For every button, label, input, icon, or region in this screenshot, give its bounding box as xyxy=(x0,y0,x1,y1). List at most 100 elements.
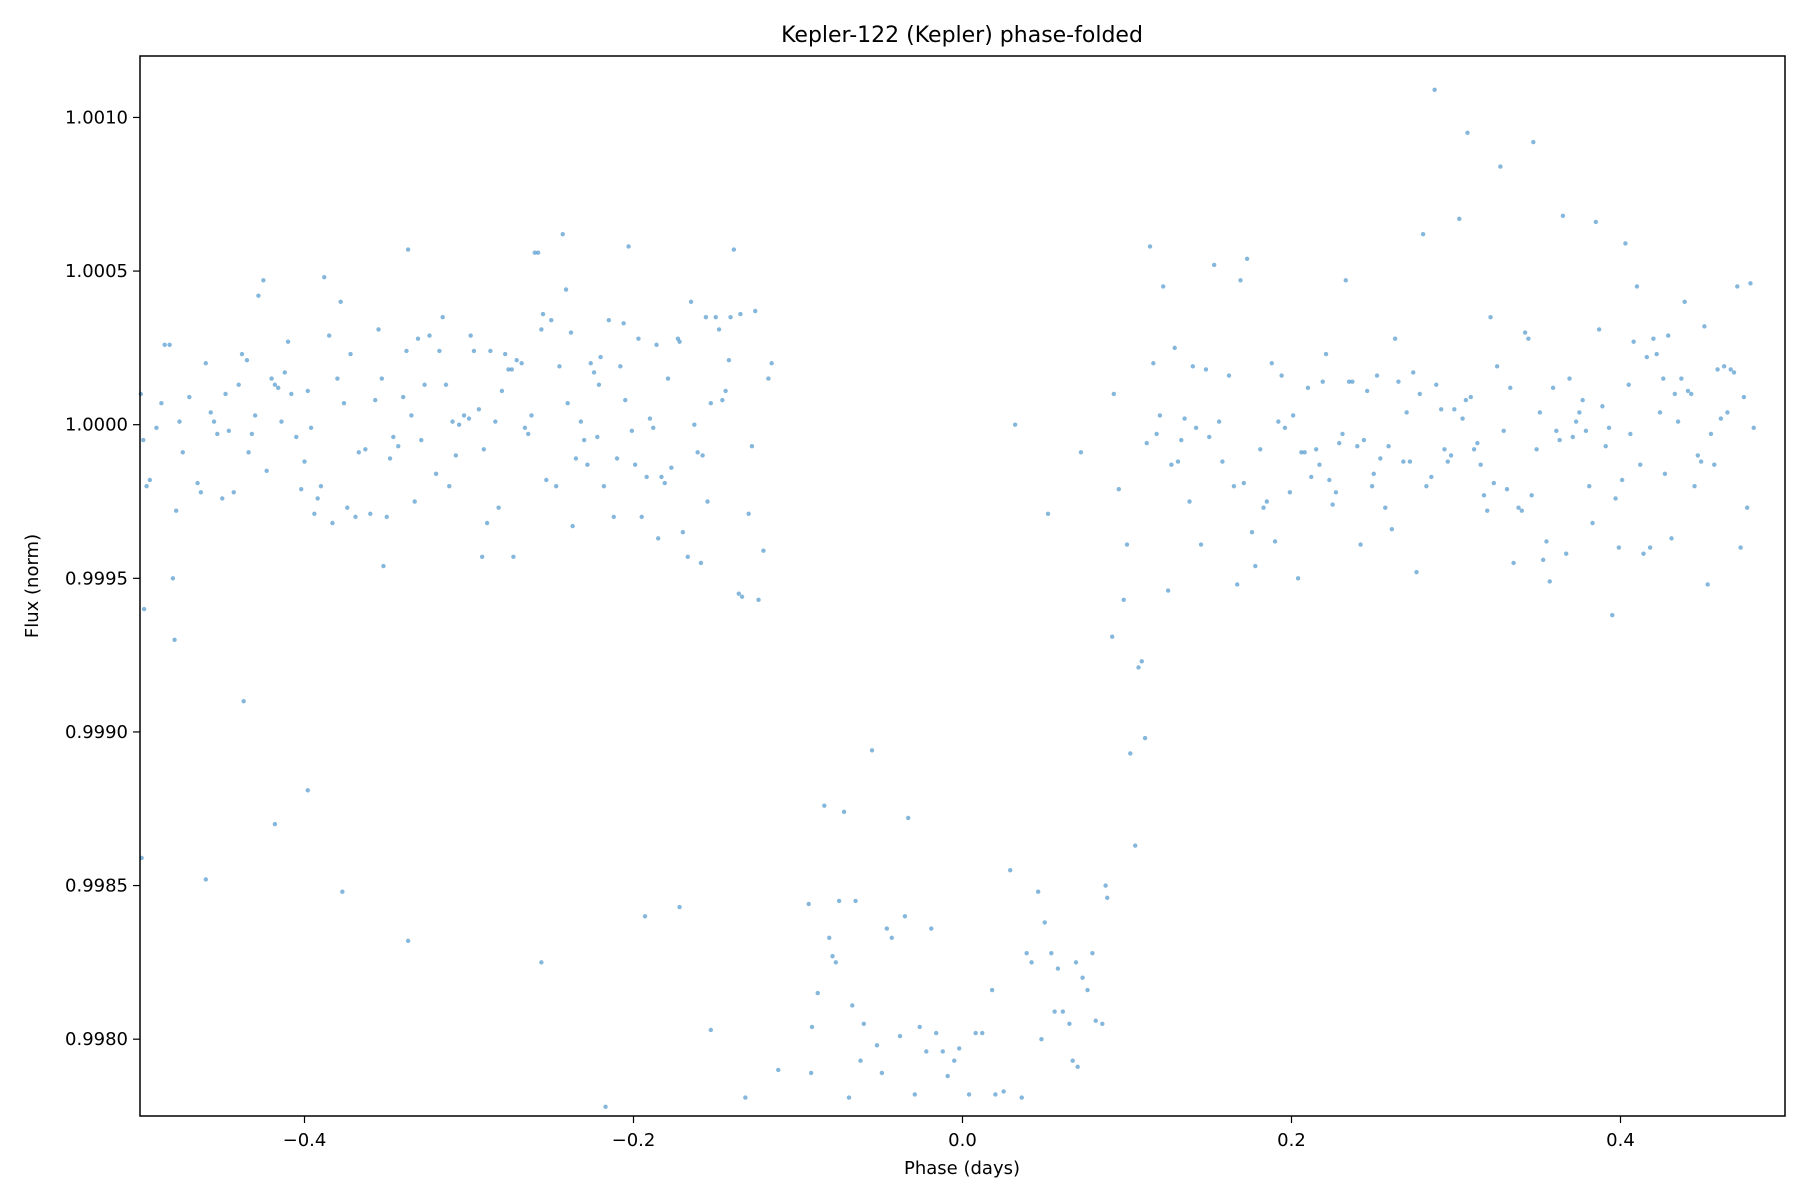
data-point xyxy=(326,333,332,338)
data-point xyxy=(405,247,411,252)
data-point xyxy=(299,487,304,492)
data-point xyxy=(736,591,741,596)
data-point xyxy=(629,428,635,434)
x-axis-ticks: −0.4 −0.2 0.0 0.2 0.4 xyxy=(283,1116,1635,1151)
data-point xyxy=(261,278,266,283)
data-point xyxy=(1317,462,1322,467)
data-point xyxy=(1526,336,1531,341)
data-point xyxy=(1471,447,1477,452)
data-point xyxy=(1261,505,1266,510)
data-point xyxy=(746,511,751,516)
data-point xyxy=(1282,425,1288,430)
data-point xyxy=(720,397,725,403)
data-point xyxy=(1105,895,1110,901)
data-point xyxy=(246,450,251,455)
y-tick-label: 0.9995 xyxy=(65,568,128,589)
data-point xyxy=(1695,453,1701,458)
data-point xyxy=(1616,545,1622,550)
data-point xyxy=(1012,422,1018,427)
data-point xyxy=(147,477,153,483)
data-point xyxy=(688,299,694,304)
y-axis-ticks: 0.9980 0.9985 0.9990 0.9995 1.0000 1.0005 1.00… xyxy=(65,107,140,1050)
data-point xyxy=(1055,966,1061,971)
data-point xyxy=(606,318,612,323)
data-point xyxy=(1751,425,1756,430)
data-point xyxy=(1165,588,1171,593)
data-point xyxy=(708,1027,714,1033)
data-point xyxy=(1179,437,1184,443)
data-point xyxy=(1651,336,1656,341)
data-point xyxy=(493,419,498,424)
data-point xyxy=(651,425,656,430)
data-point xyxy=(1531,139,1536,145)
data-point xyxy=(897,1033,903,1039)
data-point xyxy=(1741,394,1747,400)
data-point xyxy=(348,351,353,357)
data-point xyxy=(363,447,368,452)
data-point xyxy=(1550,385,1556,391)
data-point xyxy=(603,1104,608,1109)
data-point xyxy=(1216,419,1222,424)
data-point xyxy=(989,987,995,993)
x-tick-label: 0.0 xyxy=(948,1130,977,1151)
data-point xyxy=(1485,508,1490,513)
data-point xyxy=(1554,428,1559,434)
data-point xyxy=(738,311,743,317)
data-point xyxy=(1295,576,1301,581)
data-point xyxy=(1522,330,1528,335)
data-point xyxy=(761,548,766,553)
data-point xyxy=(1078,450,1084,455)
data-point xyxy=(1644,354,1650,360)
data-point xyxy=(1603,444,1608,449)
data-point xyxy=(874,1043,880,1048)
data-point xyxy=(244,357,250,363)
data-point xyxy=(1235,582,1240,587)
data-point xyxy=(1383,505,1388,510)
data-point xyxy=(1337,440,1342,446)
data-point xyxy=(769,361,774,366)
data-point xyxy=(1378,456,1383,461)
data-point xyxy=(1133,843,1138,848)
data-point xyxy=(776,1067,781,1073)
data-point xyxy=(1641,551,1646,556)
data-point xyxy=(565,400,570,406)
data-point xyxy=(443,382,449,387)
data-point xyxy=(1144,440,1149,446)
data-point xyxy=(756,597,761,603)
data-point xyxy=(1049,950,1054,956)
data-point xyxy=(1491,480,1497,486)
data-point xyxy=(1662,471,1668,477)
data-point xyxy=(1567,376,1572,381)
y-tick-label: 0.9985 xyxy=(65,876,128,897)
data-point xyxy=(1070,1058,1075,1063)
data-point xyxy=(476,407,482,412)
data-point xyxy=(665,376,671,381)
data-point xyxy=(731,247,737,252)
data-point xyxy=(618,364,623,369)
data-point xyxy=(539,960,544,965)
data-point xyxy=(1424,483,1429,489)
data-point xyxy=(1702,324,1707,329)
data-point xyxy=(1738,545,1743,550)
data-point xyxy=(809,1024,815,1030)
data-point xyxy=(573,456,579,461)
data-point xyxy=(1231,483,1237,489)
data-point xyxy=(529,413,534,418)
data-point xyxy=(1718,416,1724,421)
data-point xyxy=(1498,164,1503,169)
data-point xyxy=(1481,493,1487,498)
data-point xyxy=(1389,526,1395,532)
data-point xyxy=(1407,459,1413,464)
data-point xyxy=(440,314,445,320)
data-point xyxy=(1731,370,1737,375)
data-point xyxy=(294,434,299,440)
data-point xyxy=(1121,597,1126,603)
data-point xyxy=(1042,920,1047,925)
data-point xyxy=(644,474,649,480)
data-point xyxy=(1679,376,1684,381)
data-point xyxy=(1587,483,1592,489)
data-point xyxy=(659,474,664,480)
data-point xyxy=(1534,447,1539,452)
data-point xyxy=(1045,511,1051,516)
